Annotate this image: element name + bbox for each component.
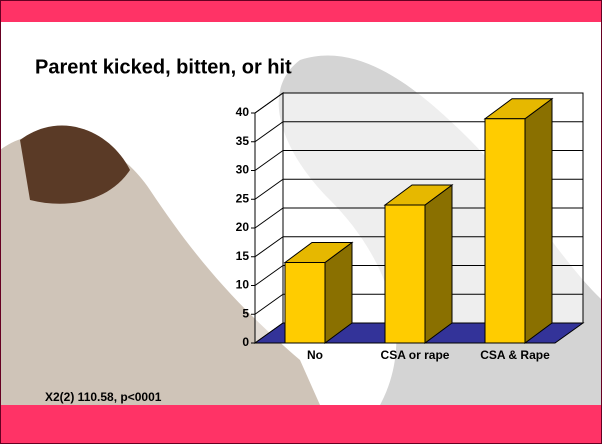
y-tick-label: 25 xyxy=(236,191,250,205)
grid-line xyxy=(254,178,284,200)
grid-line xyxy=(254,236,284,258)
bar xyxy=(284,262,326,344)
annotation: X2(2) 110.58, p<0001 xyxy=(45,390,162,404)
x-tick-label: No xyxy=(307,348,323,362)
bar xyxy=(484,118,526,344)
bar xyxy=(384,204,426,344)
grid-line xyxy=(254,121,284,143)
chart-title: Parent kicked, bitten, or hit xyxy=(35,56,292,78)
bar-side xyxy=(524,97,553,344)
y-tick-label: 10 xyxy=(236,278,250,292)
y-tick-label: 30 xyxy=(236,163,250,177)
bar-side xyxy=(424,184,453,344)
y-tick-label: 20 xyxy=(236,220,250,234)
y-tick-label: 0 xyxy=(242,335,249,349)
bottom-bar xyxy=(0,405,602,444)
grid-line xyxy=(254,92,284,114)
grid-line xyxy=(254,207,284,229)
grid-line xyxy=(254,265,284,286)
y-tick-label: 5 xyxy=(242,306,249,320)
hair xyxy=(20,125,130,204)
top-bar xyxy=(0,0,602,22)
x-tick-label: CSA or rape xyxy=(381,348,450,362)
y-tick-label: 15 xyxy=(236,249,250,263)
y-tick-label: 40 xyxy=(236,105,250,119)
grid-line xyxy=(254,293,284,315)
grid-line xyxy=(254,150,284,171)
y-tick-label: 35 xyxy=(236,134,250,148)
x-tick-label: CSA & Rape xyxy=(480,348,550,362)
